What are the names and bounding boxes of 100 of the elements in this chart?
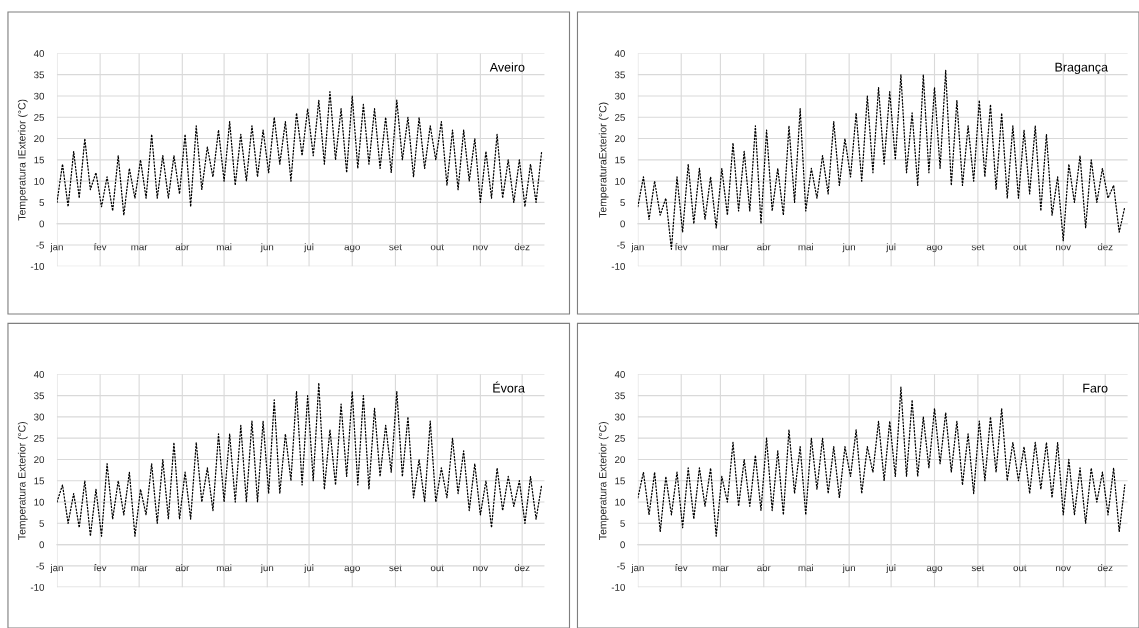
x-tick-label: dez <box>1097 564 1113 572</box>
x-tick-label: jul <box>886 564 896 574</box>
x-tick-label: fev <box>93 564 107 572</box>
x-tick-label: out <box>1013 564 1027 572</box>
y-tick-label: -10 <box>30 263 45 270</box>
x-tick-label: abr <box>175 243 190 251</box>
x-tick-label: mar <box>712 565 729 572</box>
x-tick-label: nov <box>1056 565 1072 572</box>
x-tick-label: nov <box>473 244 489 251</box>
x-tick-label: set <box>971 564 985 572</box>
x-tick-label: dez <box>1097 243 1113 251</box>
x-tick-label: ago <box>344 565 360 574</box>
y-tick-label: -5 <box>36 562 45 570</box>
x-tick-label: abr <box>757 243 771 251</box>
y-tick-label: 35 <box>34 71 45 79</box>
x-tick-label: nov <box>1056 244 1072 251</box>
text: Aveiro <box>489 62 525 72</box>
x-tick-label: dez <box>514 564 530 572</box>
x-tick-label: jan <box>50 243 63 253</box>
x-tick-label: fev <box>674 243 688 251</box>
y-tick-label: 15 <box>34 156 45 164</box>
x-tick-label: out <box>430 243 444 251</box>
y-tick-label: -10 <box>611 263 625 270</box>
y-axis-title: Temperatura IExterior (°C) <box>17 99 28 221</box>
y-tick-label: 20 <box>615 456 625 464</box>
y-tick-label: 10 <box>615 177 625 185</box>
text: Faro <box>1083 383 1108 393</box>
y-tick-label: 25 <box>34 434 45 442</box>
x-tick-label: ago <box>926 565 943 574</box>
y-tick-label: 15 <box>34 477 45 485</box>
x-tick-label: jul <box>303 564 314 574</box>
x-tick-label: jul <box>886 243 896 253</box>
y-tick-label: 0 <box>39 541 45 549</box>
x-tick-label: jan <box>50 564 63 574</box>
y-tick-label: 5 <box>39 520 45 527</box>
y-tick-label: 35 <box>34 392 45 400</box>
y-tick-label: 35 <box>614 392 625 400</box>
y-tick-label: 5 <box>39 199 45 207</box>
x-tick-label: mar <box>131 565 148 572</box>
x-tick-label: abr <box>757 564 771 572</box>
y-tick-label: 25 <box>34 113 45 121</box>
y-tick-label: -5 <box>617 241 625 249</box>
y-tick-label: 40 <box>614 50 625 57</box>
line-series <box>56 382 543 537</box>
x-tick-label: jun <box>260 564 274 574</box>
x-tick-label: fev <box>674 564 688 572</box>
x-tick-label: mar <box>712 244 729 251</box>
x-tick-label: out <box>430 564 444 572</box>
y-axis-title: Temperatura Exterior (°C) <box>17 421 28 540</box>
y-tick-label: -5 <box>617 562 625 570</box>
x-tick-label: ago <box>344 244 360 253</box>
y-tick-label: 10 <box>34 177 45 185</box>
x-tick-label: mai <box>798 243 813 251</box>
x-tick-label: jun <box>842 243 855 253</box>
y-tick-label: -10 <box>611 583 625 591</box>
x-tick-label: mar <box>131 244 148 251</box>
x-tick-label: set <box>971 243 985 251</box>
line-series <box>56 91 543 216</box>
y-tick-label: 20 <box>615 135 625 143</box>
y-tick-label: 0 <box>39 220 45 228</box>
y-tick-label: 20 <box>34 456 45 464</box>
y-tick-label: 5 <box>620 199 625 207</box>
text: Évora <box>493 381 525 393</box>
y-tick-label: 15 <box>615 156 625 164</box>
y-tick-label: 10 <box>615 498 625 506</box>
x-tick-label: mai <box>216 564 232 572</box>
y-axis-title: Temperatura Exterior (°C) <box>598 421 609 540</box>
y-tick-label: 40 <box>33 50 45 57</box>
y-tick-label: 25 <box>615 113 625 121</box>
x-tick-label: abr <box>175 564 190 572</box>
x-tick-label: dez <box>514 243 530 251</box>
y-tick-label: 30 <box>614 413 625 421</box>
x-tick-label: jul <box>303 243 314 253</box>
x-tick-label: nov <box>473 565 489 572</box>
y-tick-label: 30 <box>614 92 625 100</box>
x-tick-label: ago <box>926 244 943 253</box>
text: Bragança <box>1055 62 1109 75</box>
x-tick-label: mai <box>798 564 813 572</box>
y-axis-title: TemperaturaExterior (°C) <box>598 102 609 218</box>
y-tick-label: 0 <box>620 220 625 228</box>
x-tick-label: jun <box>842 564 855 574</box>
x-tick-label: jun <box>260 243 274 253</box>
y-tick-label: 35 <box>614 71 625 79</box>
y-tick-label: 10 <box>34 498 45 506</box>
y-tick-label: 25 <box>615 434 625 442</box>
y-tick-label: 40 <box>614 371 625 378</box>
y-tick-label: 5 <box>620 520 625 527</box>
y-tick-label: -5 <box>36 241 45 249</box>
y-tick-label: 30 <box>34 92 45 100</box>
x-tick-label: mai <box>216 243 232 251</box>
x-tick-label: fev <box>93 243 107 251</box>
x-tick-label: jan <box>631 564 644 574</box>
x-tick-label: out <box>1013 243 1027 251</box>
y-tick-label: 0 <box>620 541 625 549</box>
y-tick-label: 15 <box>615 477 625 485</box>
x-tick-label: jan <box>631 243 644 253</box>
y-tick-label: 20 <box>34 135 45 143</box>
y-tick-label: 30 <box>34 413 45 421</box>
y-tick-label: 40 <box>33 371 45 378</box>
y-tick-label: -10 <box>30 583 45 591</box>
